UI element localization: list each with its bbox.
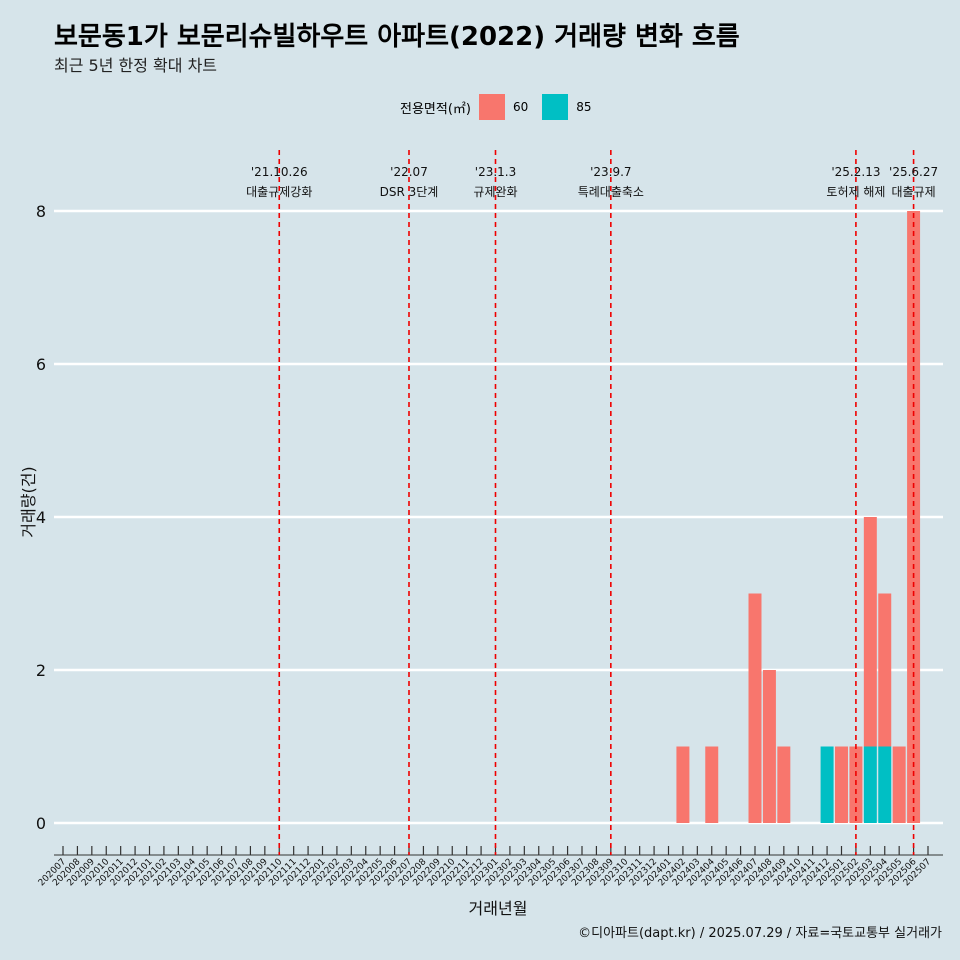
legend-swatch-85	[542, 94, 569, 120]
bar-60-202407	[748, 593, 762, 823]
annotation-date: '22.07	[390, 165, 428, 179]
annotation-label: 규제완화	[473, 185, 517, 199]
y-axis-title: 거래량(건)	[19, 466, 38, 537]
bar-60-202402	[676, 746, 690, 823]
bar-60-202504	[878, 593, 892, 747]
legend-label-60: 60	[512, 100, 529, 114]
legend-title: 전용면적(㎡)	[400, 101, 471, 117]
legend-label-85: 85	[576, 100, 592, 114]
annotation-date: '25.2.13	[831, 165, 880, 179]
bar-60-202505	[892, 746, 906, 823]
annotation-date: '23.1.3	[475, 165, 516, 179]
bar-85-202503	[863, 746, 877, 823]
y-tick-label: 0	[36, 814, 46, 833]
y-tick-label: 4	[36, 508, 46, 527]
annotation-label: DSR 3단계	[380, 185, 439, 199]
bar-60-202501	[835, 746, 848, 823]
y-tick-label: 8	[36, 202, 46, 221]
bar-60-202409	[777, 746, 791, 823]
bar-60-202408	[762, 670, 776, 823]
bar-60-202503	[863, 517, 877, 747]
y-tick-label: 6	[36, 355, 46, 374]
bar-85-202504	[878, 746, 892, 823]
y-tick-label: 2	[36, 661, 46, 680]
bar-60-202404	[705, 746, 719, 823]
x-axis-title: 거래년월	[469, 899, 528, 918]
chart-title: 보문동1가 보문리슈빌하우트 아파트(2022) 거래량 변화 흐름	[54, 22, 740, 52]
caption: ©디아파트(dapt.kr) / 2025.07.29 / 자료=국토교통부 실…	[578, 926, 942, 941]
annotation-label: 대출규제	[891, 185, 935, 199]
annotation-date: '25.6.27	[889, 165, 938, 179]
legend-swatch-60	[478, 94, 505, 120]
annotation-label: 특례대출축소	[578, 185, 644, 199]
annotation-label: 토허제 해제	[826, 185, 885, 199]
annotation-date: '21.10.26	[251, 165, 308, 179]
bar-85-202412	[820, 746, 834, 823]
chart-subtitle: 최근 5년 한정 확대 차트	[54, 56, 218, 75]
annotation-date: '23.9.7	[590, 165, 631, 179]
legend: 전용면적(㎡) 60 85	[400, 93, 598, 121]
annotation-label: 대출규제강화	[246, 185, 312, 199]
bar-60-202506	[907, 211, 921, 823]
